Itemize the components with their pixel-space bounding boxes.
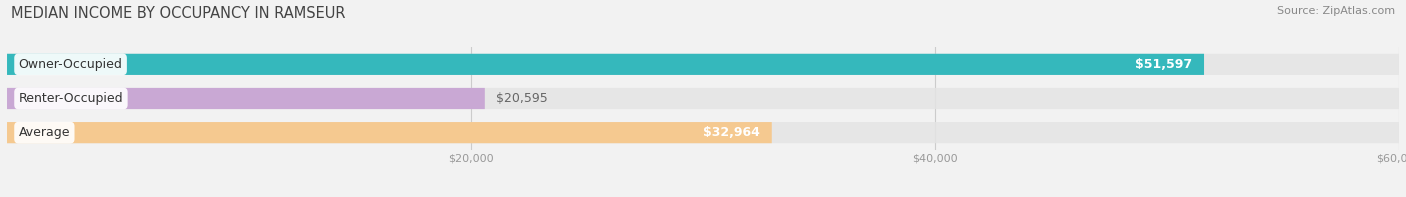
Text: Average: Average	[18, 126, 70, 139]
FancyBboxPatch shape	[7, 122, 1399, 143]
Text: Owner-Occupied: Owner-Occupied	[18, 58, 122, 71]
Text: Renter-Occupied: Renter-Occupied	[18, 92, 124, 105]
Text: $20,595: $20,595	[496, 92, 548, 105]
Text: $51,597: $51,597	[1135, 58, 1192, 71]
FancyBboxPatch shape	[7, 54, 1399, 75]
Text: $32,964: $32,964	[703, 126, 761, 139]
FancyBboxPatch shape	[7, 54, 1204, 75]
FancyBboxPatch shape	[7, 122, 772, 143]
FancyBboxPatch shape	[7, 88, 485, 109]
Text: Source: ZipAtlas.com: Source: ZipAtlas.com	[1277, 6, 1395, 16]
Text: MEDIAN INCOME BY OCCUPANCY IN RAMSEUR: MEDIAN INCOME BY OCCUPANCY IN RAMSEUR	[11, 6, 346, 21]
FancyBboxPatch shape	[7, 88, 1399, 109]
